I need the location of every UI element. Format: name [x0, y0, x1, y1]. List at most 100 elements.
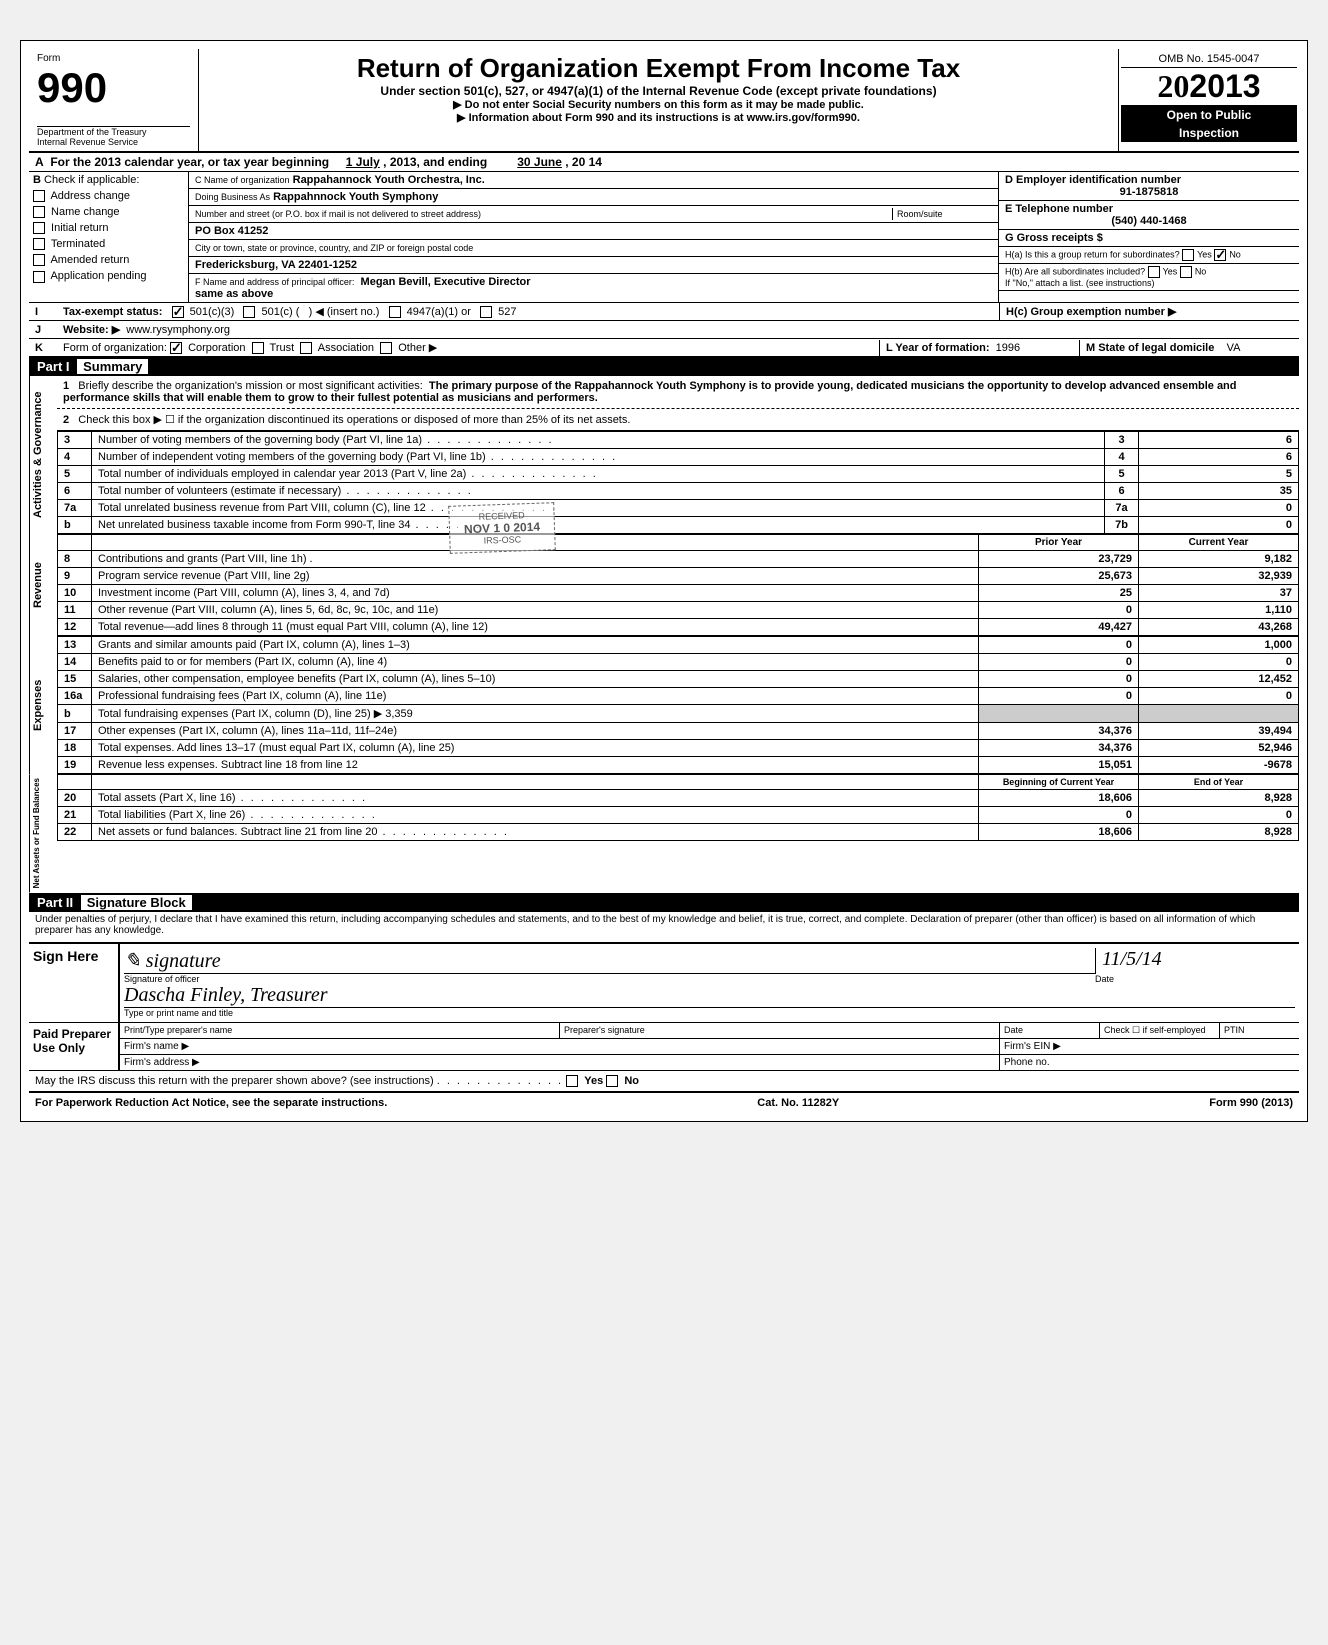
expenses-table: 13Grants and similar amounts paid (Part …	[57, 636, 1299, 774]
street-label: Number and street (or P.O. box if mail i…	[195, 209, 481, 219]
4947-checkbox[interactable]	[389, 306, 401, 318]
form-990-page: Form 990 Department of the Treasury Inte…	[20, 40, 1308, 1122]
option-checkbox[interactable]	[33, 206, 45, 218]
paid-preparer-label: Paid Preparer Use Only	[29, 1023, 119, 1070]
part-ii-header: Part II Signature Block	[29, 893, 1299, 912]
side-governance: Activities & Governance	[29, 376, 57, 534]
form-number-box: Form 990 Department of the Treasury Inte…	[29, 49, 199, 151]
tax-year: 2013	[1189, 68, 1260, 104]
officer-name-title: Dascha Finley, Treasurer	[124, 984, 328, 1006]
opt-other: Other ▶	[398, 342, 437, 354]
side-expenses: Expenses	[29, 636, 57, 774]
sig-date: 11/5/14	[1102, 948, 1162, 970]
right-column: D Employer identification number 91-1875…	[999, 172, 1299, 302]
phone: (540) 440-1468	[1005, 215, 1293, 227]
org-name: Rappahannock Youth Orchestra, Inc.	[293, 174, 485, 186]
527-checkbox[interactable]	[480, 306, 492, 318]
self-employed-label: Check ☐ if self-employed	[1099, 1023, 1219, 1038]
line-j-prefix: J	[29, 322, 59, 338]
city-label: City or town, state or province, country…	[195, 243, 473, 253]
line-b-option: Name change	[29, 204, 188, 220]
signature-block: Sign Here ✎ signature 11/5/14 Signature …	[29, 942, 1299, 1092]
line-c-column: C Name of organization Rappahannock Yout…	[189, 172, 999, 302]
line-k-prefix: K	[29, 340, 59, 356]
ha-label: H(a) Is this a group return for subordin…	[1005, 249, 1180, 259]
identity-block: B Check if applicable: Address change Na…	[29, 172, 1299, 303]
table-row: 4Number of independent voting members of…	[58, 449, 1299, 466]
discuss-row: May the IRS discuss this return with the…	[29, 1071, 1299, 1092]
firm-addr-label: Firm's address ▶	[120, 1055, 999, 1070]
revenue-table: Prior Year Current Year 8Contributions a…	[57, 534, 1299, 636]
yes-label: Yes	[1197, 249, 1212, 259]
hdr-current: Current Year	[1139, 535, 1299, 551]
year-box: OMB No. 1545-0047 202013 Open to Public …	[1119, 49, 1299, 151]
line-a-mid: , 2013, and ending	[383, 155, 487, 169]
opt-corp: Corporation	[188, 342, 245, 354]
firm-ein-label: Firm's EIN ▶	[999, 1039, 1299, 1054]
line-b-option: Address change	[29, 188, 188, 204]
l2-num: 2	[63, 414, 69, 426]
city: Fredericksburg, VA 22401-1252	[195, 259, 357, 271]
part-i-header: Part I Summary	[29, 357, 1299, 376]
l2-label: Check this box ▶ ☐ if the organization d…	[78, 414, 630, 426]
hb-no-checkbox[interactable]	[1180, 266, 1192, 278]
table-row: 10Investment income (Part VIII, column (…	[58, 585, 1299, 602]
option-checkbox[interactable]	[33, 271, 45, 283]
name-title-label: Type or print name and title	[124, 1008, 1295, 1018]
line-b-option: Initial return	[29, 220, 188, 236]
ha-no-checkbox[interactable]	[1214, 249, 1226, 261]
dba-label: Doing Business As	[195, 192, 270, 202]
opt-527: 527	[498, 306, 516, 318]
website-label: Website: ▶	[63, 324, 120, 336]
option-checkbox[interactable]	[33, 254, 45, 266]
opt-501c-b: ) ◀ (insert no.)	[309, 306, 380, 318]
website: www.rysymphony.org	[126, 324, 230, 336]
discuss-yes-checkbox[interactable]	[566, 1075, 578, 1087]
table-row: 5Total number of individuals employed in…	[58, 466, 1299, 483]
ein-label: D Employer identification number	[1005, 174, 1181, 186]
ptin-label: PTIN	[1219, 1023, 1299, 1038]
option-checkbox[interactable]	[33, 238, 45, 250]
hb2-label: If "No," attach a list. (see instruction…	[1005, 278, 1154, 288]
ha-yes-checkbox[interactable]	[1182, 249, 1194, 261]
prep-date-label: Date	[999, 1023, 1099, 1038]
hb-yes-checkbox[interactable]	[1148, 266, 1160, 278]
form-footer: For Paperwork Reduction Act Notice, see …	[29, 1092, 1299, 1113]
omb: OMB No. 1545-0047	[1121, 51, 1297, 68]
tax-status-label: Tax-exempt status:	[63, 306, 162, 318]
part-i-title: Summary	[77, 359, 148, 374]
discuss-yes: Yes	[584, 1075, 603, 1087]
irs-label: Internal Revenue Service	[37, 137, 190, 147]
option-checkbox[interactable]	[33, 222, 45, 234]
line-i-prefix: I	[29, 304, 59, 320]
501c3-checkbox[interactable]	[172, 306, 184, 318]
table-row: 15Salaries, other compensation, employee…	[58, 671, 1299, 688]
line-a-text: For the 2013 calendar year, or tax year …	[50, 155, 329, 169]
table-row: 19Revenue less expenses. Subtract line 1…	[58, 757, 1299, 774]
l1-label: Briefly describe the organization's miss…	[78, 380, 422, 392]
hc-label: H(c) Group exemption number ▶	[1006, 306, 1176, 318]
line-a: A For the 2013 calendar year, or tax yea…	[29, 153, 1299, 172]
501c-checkbox[interactable]	[243, 306, 255, 318]
line-b-option: Terminated	[29, 236, 188, 252]
line-a-end-month: 30 June	[517, 155, 562, 169]
assoc-checkbox[interactable]	[300, 342, 312, 354]
table-row: 12Total revenue—add lines 8 through 11 (…	[58, 619, 1299, 636]
trust-checkbox[interactable]	[252, 342, 264, 354]
street: PO Box 41252	[195, 225, 268, 237]
yes-label2: Yes	[1163, 266, 1178, 276]
part-ii-title: Signature Block	[81, 895, 192, 910]
opt-4947: 4947(a)(1) or	[407, 306, 471, 318]
other-checkbox[interactable]	[380, 342, 392, 354]
line-a-prefix: A	[35, 155, 44, 169]
officer-addr: same as above	[195, 288, 273, 300]
corp-checkbox[interactable]	[170, 342, 182, 354]
discuss-no-checkbox[interactable]	[606, 1075, 618, 1087]
table-row: 14Benefits paid to or for members (Part …	[58, 654, 1299, 671]
option-checkbox[interactable]	[33, 190, 45, 202]
dom: VA	[1227, 342, 1241, 354]
form-label: Form	[37, 53, 190, 64]
line-b-column: B Check if applicable: Address change Na…	[29, 172, 189, 302]
opt-trust: Trust	[270, 342, 295, 354]
form-subtitle: Under section 501(c), 527, or 4947(a)(1)…	[207, 84, 1110, 98]
